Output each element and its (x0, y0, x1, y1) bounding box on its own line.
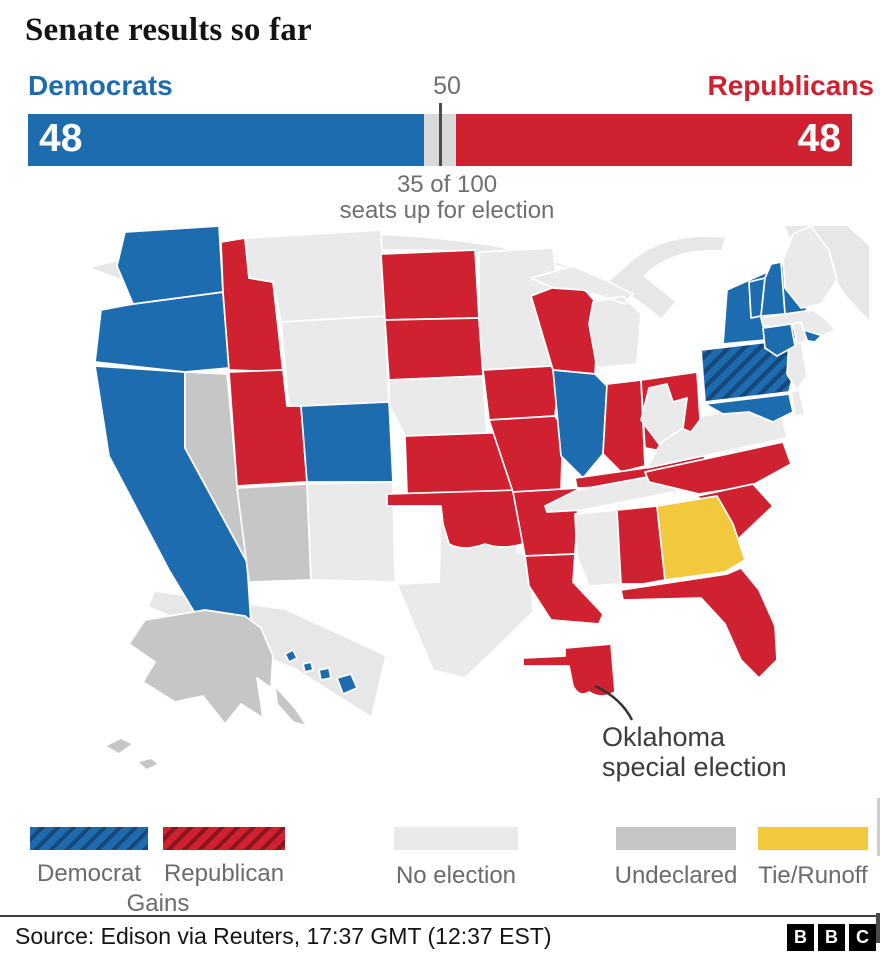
legend-label-tie-runoff: Tie/Runoff (758, 862, 868, 889)
republican-bar-segment: 48 (456, 114, 852, 166)
undeclared-swatch (616, 827, 736, 850)
annotation-pointer-line (594, 684, 634, 721)
legend-label-undeclared: Undeclared (614, 862, 738, 889)
bbc-logo-letter: B (787, 924, 814, 951)
legend-label-democrat: Democrat (36, 860, 142, 887)
source-attribution: Source: Edison via Reuters, 17:37 GMT (1… (15, 923, 552, 949)
state-iowa (482, 365, 560, 421)
page-title: Senate results so far (25, 12, 312, 48)
state-rhode-island (792, 321, 808, 345)
state-washington (116, 225, 224, 305)
annotation-line1: Oklahoma (602, 722, 726, 752)
state-connecticut (762, 323, 796, 357)
state-missouri (488, 415, 564, 493)
legend-gains: Democrat Republican Gains (30, 827, 286, 918)
democrat-seat-count: 48 (39, 117, 83, 160)
state-nebraska (388, 375, 488, 437)
state-new-mexico (306, 481, 396, 583)
legend-undeclared: Undeclared (592, 827, 760, 890)
seat-count-bar: 48 48 (28, 103, 852, 166)
state-delaware (790, 389, 806, 417)
oklahoma-special-inset (522, 643, 616, 697)
state-wyoming (280, 315, 390, 409)
democrats-label: Democrats (28, 70, 173, 101)
republican-gains-swatch (163, 827, 285, 850)
tie-runoff-swatch (758, 827, 868, 850)
legend-tie-runoff: Tie/Runoff (748, 827, 878, 890)
legend-label-no-election: No election (395, 862, 517, 889)
bbc-logo: B B C (787, 924, 876, 951)
state-oklahoma (386, 489, 524, 549)
state-north-dakota (380, 249, 480, 321)
state-oregon (94, 291, 230, 373)
state-florida (620, 567, 778, 679)
state-arizona (236, 483, 312, 583)
legend-label-gains: Gains (126, 890, 190, 917)
republican-seat-count: 48 (797, 117, 841, 160)
state-michigan (530, 265, 642, 369)
majority-tick-marker (438, 103, 442, 166)
footer-divider (0, 915, 880, 917)
majority-label: 50 (433, 72, 461, 100)
state-georgia (656, 495, 746, 581)
state-maryland (704, 393, 794, 423)
state-alaska (104, 609, 308, 771)
us-results-map: Oklahoma special election (85, 225, 870, 800)
annotation-line2: special election (602, 752, 787, 782)
seats-up-note: 35 of 100 seats up for election (339, 171, 555, 224)
scrollbar-fragment-dark[interactable] (876, 913, 880, 943)
state-indiana (602, 379, 646, 473)
state-colorado (300, 401, 394, 483)
state-louisiana (524, 553, 604, 625)
republicans-label: Republicans (707, 70, 874, 101)
state-west-virginia (640, 383, 688, 445)
no-election-swatch (394, 827, 518, 850)
bbc-logo-letter: C (849, 924, 876, 951)
state-maine (782, 225, 838, 309)
state-mississippi (574, 509, 622, 587)
state-new-hampshire (760, 261, 786, 317)
democrat-bar-segment: 48 (28, 114, 424, 166)
state-south-dakota (384, 317, 484, 381)
scrollbar-fragment-light[interactable] (877, 798, 880, 856)
state-alabama (616, 505, 666, 585)
bbc-logo-letter: B (818, 924, 845, 951)
state-hawaii (284, 649, 358, 695)
legend-label-republican: Republican (163, 860, 285, 887)
democrat-gains-swatch (30, 827, 148, 850)
legend-no-election: No election (378, 827, 534, 890)
